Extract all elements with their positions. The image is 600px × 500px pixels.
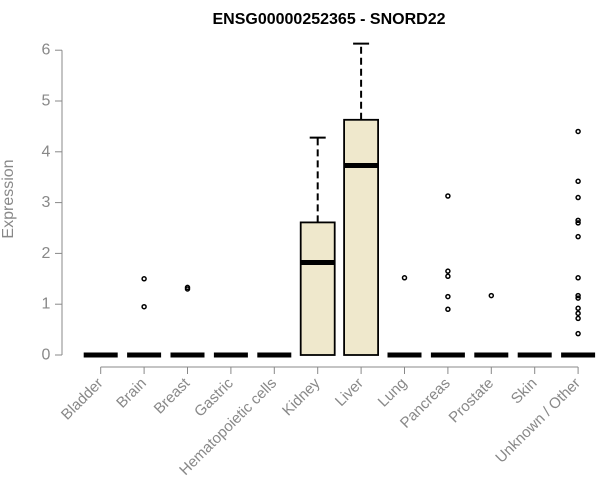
- y-tick-label: 3: [42, 194, 51, 211]
- outlier-point: [445, 268, 451, 274]
- y-tick-label: 6: [42, 42, 51, 59]
- box-lung: [387, 275, 422, 358]
- outlier-point: [575, 178, 581, 185]
- outlier-point: [575, 217, 581, 224]
- outlier-point: [575, 330, 581, 337]
- outlier-point: [575, 220, 581, 226]
- x-tick-label: Liver: [332, 375, 367, 410]
- box-kidney: [299, 136, 336, 356]
- outlier-point: [184, 284, 191, 291]
- outlier-point: [445, 293, 451, 300]
- x-tick-label: Skin: [508, 375, 541, 408]
- outlier-point: [445, 193, 451, 199]
- box-breast: [170, 284, 205, 358]
- outlier-point: [575, 315, 581, 322]
- outlier-point: [575, 128, 581, 135]
- x-tick-label: Breast: [151, 374, 194, 417]
- outlier-point: [575, 292, 581, 299]
- outlier-point: [575, 275, 581, 281]
- box-liver: [343, 42, 380, 356]
- outlier-point: [575, 295, 581, 301]
- box-unknown-other: [561, 128, 596, 358]
- y-tick-label: 5: [42, 93, 51, 110]
- y-tick-label: 2: [42, 245, 51, 262]
- outlier-point: [575, 310, 581, 317]
- outlier-point: [488, 292, 495, 299]
- boxes: [83, 42, 596, 358]
- outlier-point: [575, 305, 581, 312]
- outlier-point: [575, 194, 581, 201]
- y-axis-label: Expression: [0, 159, 17, 238]
- box-prostate: [474, 292, 509, 358]
- x-tick-label: Brain: [113, 375, 150, 412]
- outlier-point: [141, 303, 147, 310]
- x-tick-label: Prostate: [446, 375, 498, 427]
- box-iqr: [343, 118, 380, 356]
- box-iqr: [299, 221, 336, 356]
- y-tick-label: 1: [42, 296, 51, 313]
- outlier-point: [445, 306, 451, 313]
- outlier-point: [141, 276, 147, 282]
- y-tick-label: 4: [42, 143, 51, 160]
- x-tick-label: Bladder: [58, 375, 107, 424]
- outlier-point: [575, 233, 581, 240]
- box-brain: [127, 276, 162, 358]
- outlier-point: [445, 273, 451, 280]
- box-pancreas: [430, 193, 465, 358]
- x-tick-label: Lung: [375, 375, 411, 411]
- y-tick-label: 0: [42, 347, 51, 364]
- chart-title: ENSG00000252365 - SNORD22: [212, 11, 445, 28]
- outlier-point: [401, 275, 408, 281]
- x-tick-label: Kidney: [279, 374, 324, 419]
